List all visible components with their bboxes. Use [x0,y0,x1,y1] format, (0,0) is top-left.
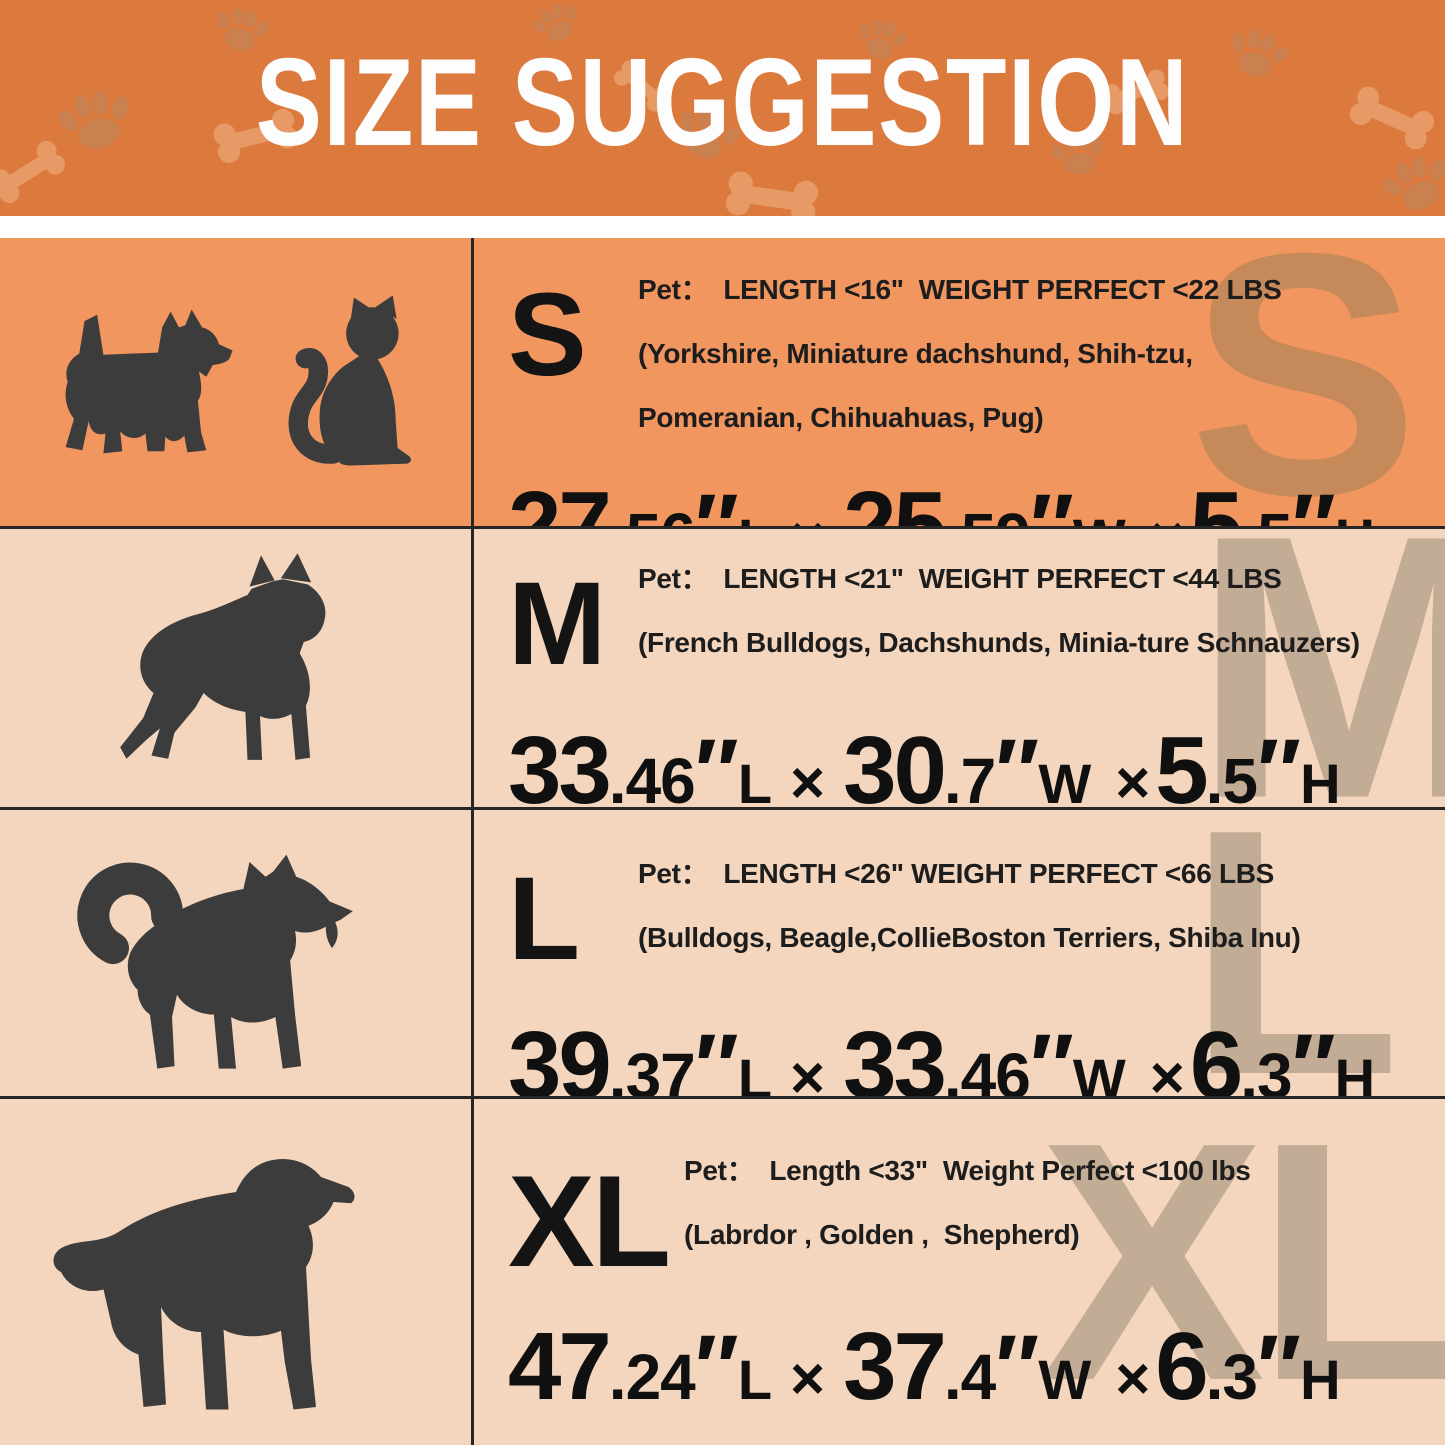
dimensions-xl: 47.24″L × 37.4″W ×6.3″H [508,1313,1341,1420]
breed-line: (French Bulldogs, Dachshunds, Minia-ture… [638,627,1360,658]
dimensions-s: 27.56″L×25.59″W×5.5″H [508,472,1375,527]
dimensions-l: 39.37″L × 33.46″W ×6.3″H [508,1012,1376,1097]
breed-line: Pomeranian, Chihuahuas, Pug) [638,402,1044,433]
size-row-l: L L Pet： LENGTH <26" WEIGHT PERFECT <66 … [0,807,1445,1096]
pet-spec-line: Pet： LENGTH <21" WEIGHT PERFECT <44 LBS [638,563,1282,594]
golden-retriever-icon [53,1159,354,1410]
pet-spec-line: Pet： LENGTH <26" WEIGHT PERFECT <66 LBS [638,858,1275,889]
terrier-dog-icon [65,309,233,454]
cat-icon [288,295,411,466]
breed-line: (Bulldogs, Beagle,CollieBoston Terriers,… [638,922,1301,953]
animal-cell-s [0,238,474,526]
boston-terrier-icon [119,553,325,760]
size-letter-s: S [508,269,587,401]
size-letter-m: M [508,558,606,690]
info-cell-l: L L Pet： LENGTH <26" WEIGHT PERFECT <66 … [474,810,1445,1096]
info-cell-xl: XL XL Pet： Length <33" Weight Perfect <1… [474,1099,1445,1445]
pet-spec-line: Pet： LENGTH <16" WEIGHT PERFECT <22 LBS [638,274,1282,305]
header-divider-band [0,216,1445,238]
info-cell-m: M M Pet： LENGTH <21" WEIGHT PERFECT <44 … [474,529,1445,807]
size-row-xl: XL XL Pet： Length <33" Weight Perfect <1… [0,1096,1445,1445]
animal-cell-xl [0,1099,474,1445]
page-title: SIZE SUGGESTION [255,34,1190,173]
dimensions-m: 33.46″L × 30.7″W ×5.5″H [508,717,1341,808]
breed-line: (Labrdor , Golden , Shepherd) [684,1219,1080,1250]
size-letter-xl: XL [508,1148,671,1294]
breed-line: (Yorkshire, Miniature dachshund, Shih-tz… [638,338,1193,369]
size-row-s: S S Pet： LENGTH <16" WEIGHT PERFECT <22 … [0,238,1445,526]
animal-cell-m [0,529,474,807]
pet-spec-line: Pet： Length <33" Weight Perfect <100 lbs [684,1155,1251,1186]
size-letter-l: L [508,853,580,985]
header-banner: SIZE SUGGESTION [0,0,1445,216]
size-row-m: M M Pet： LENGTH <21" WEIGHT PERFECT <44 … [0,526,1445,807]
animal-cell-l [0,810,474,1096]
shiba-inu-icon [76,854,353,1069]
info-cell-s: S S Pet： LENGTH <16" WEIGHT PERFECT <22 … [474,238,1445,526]
